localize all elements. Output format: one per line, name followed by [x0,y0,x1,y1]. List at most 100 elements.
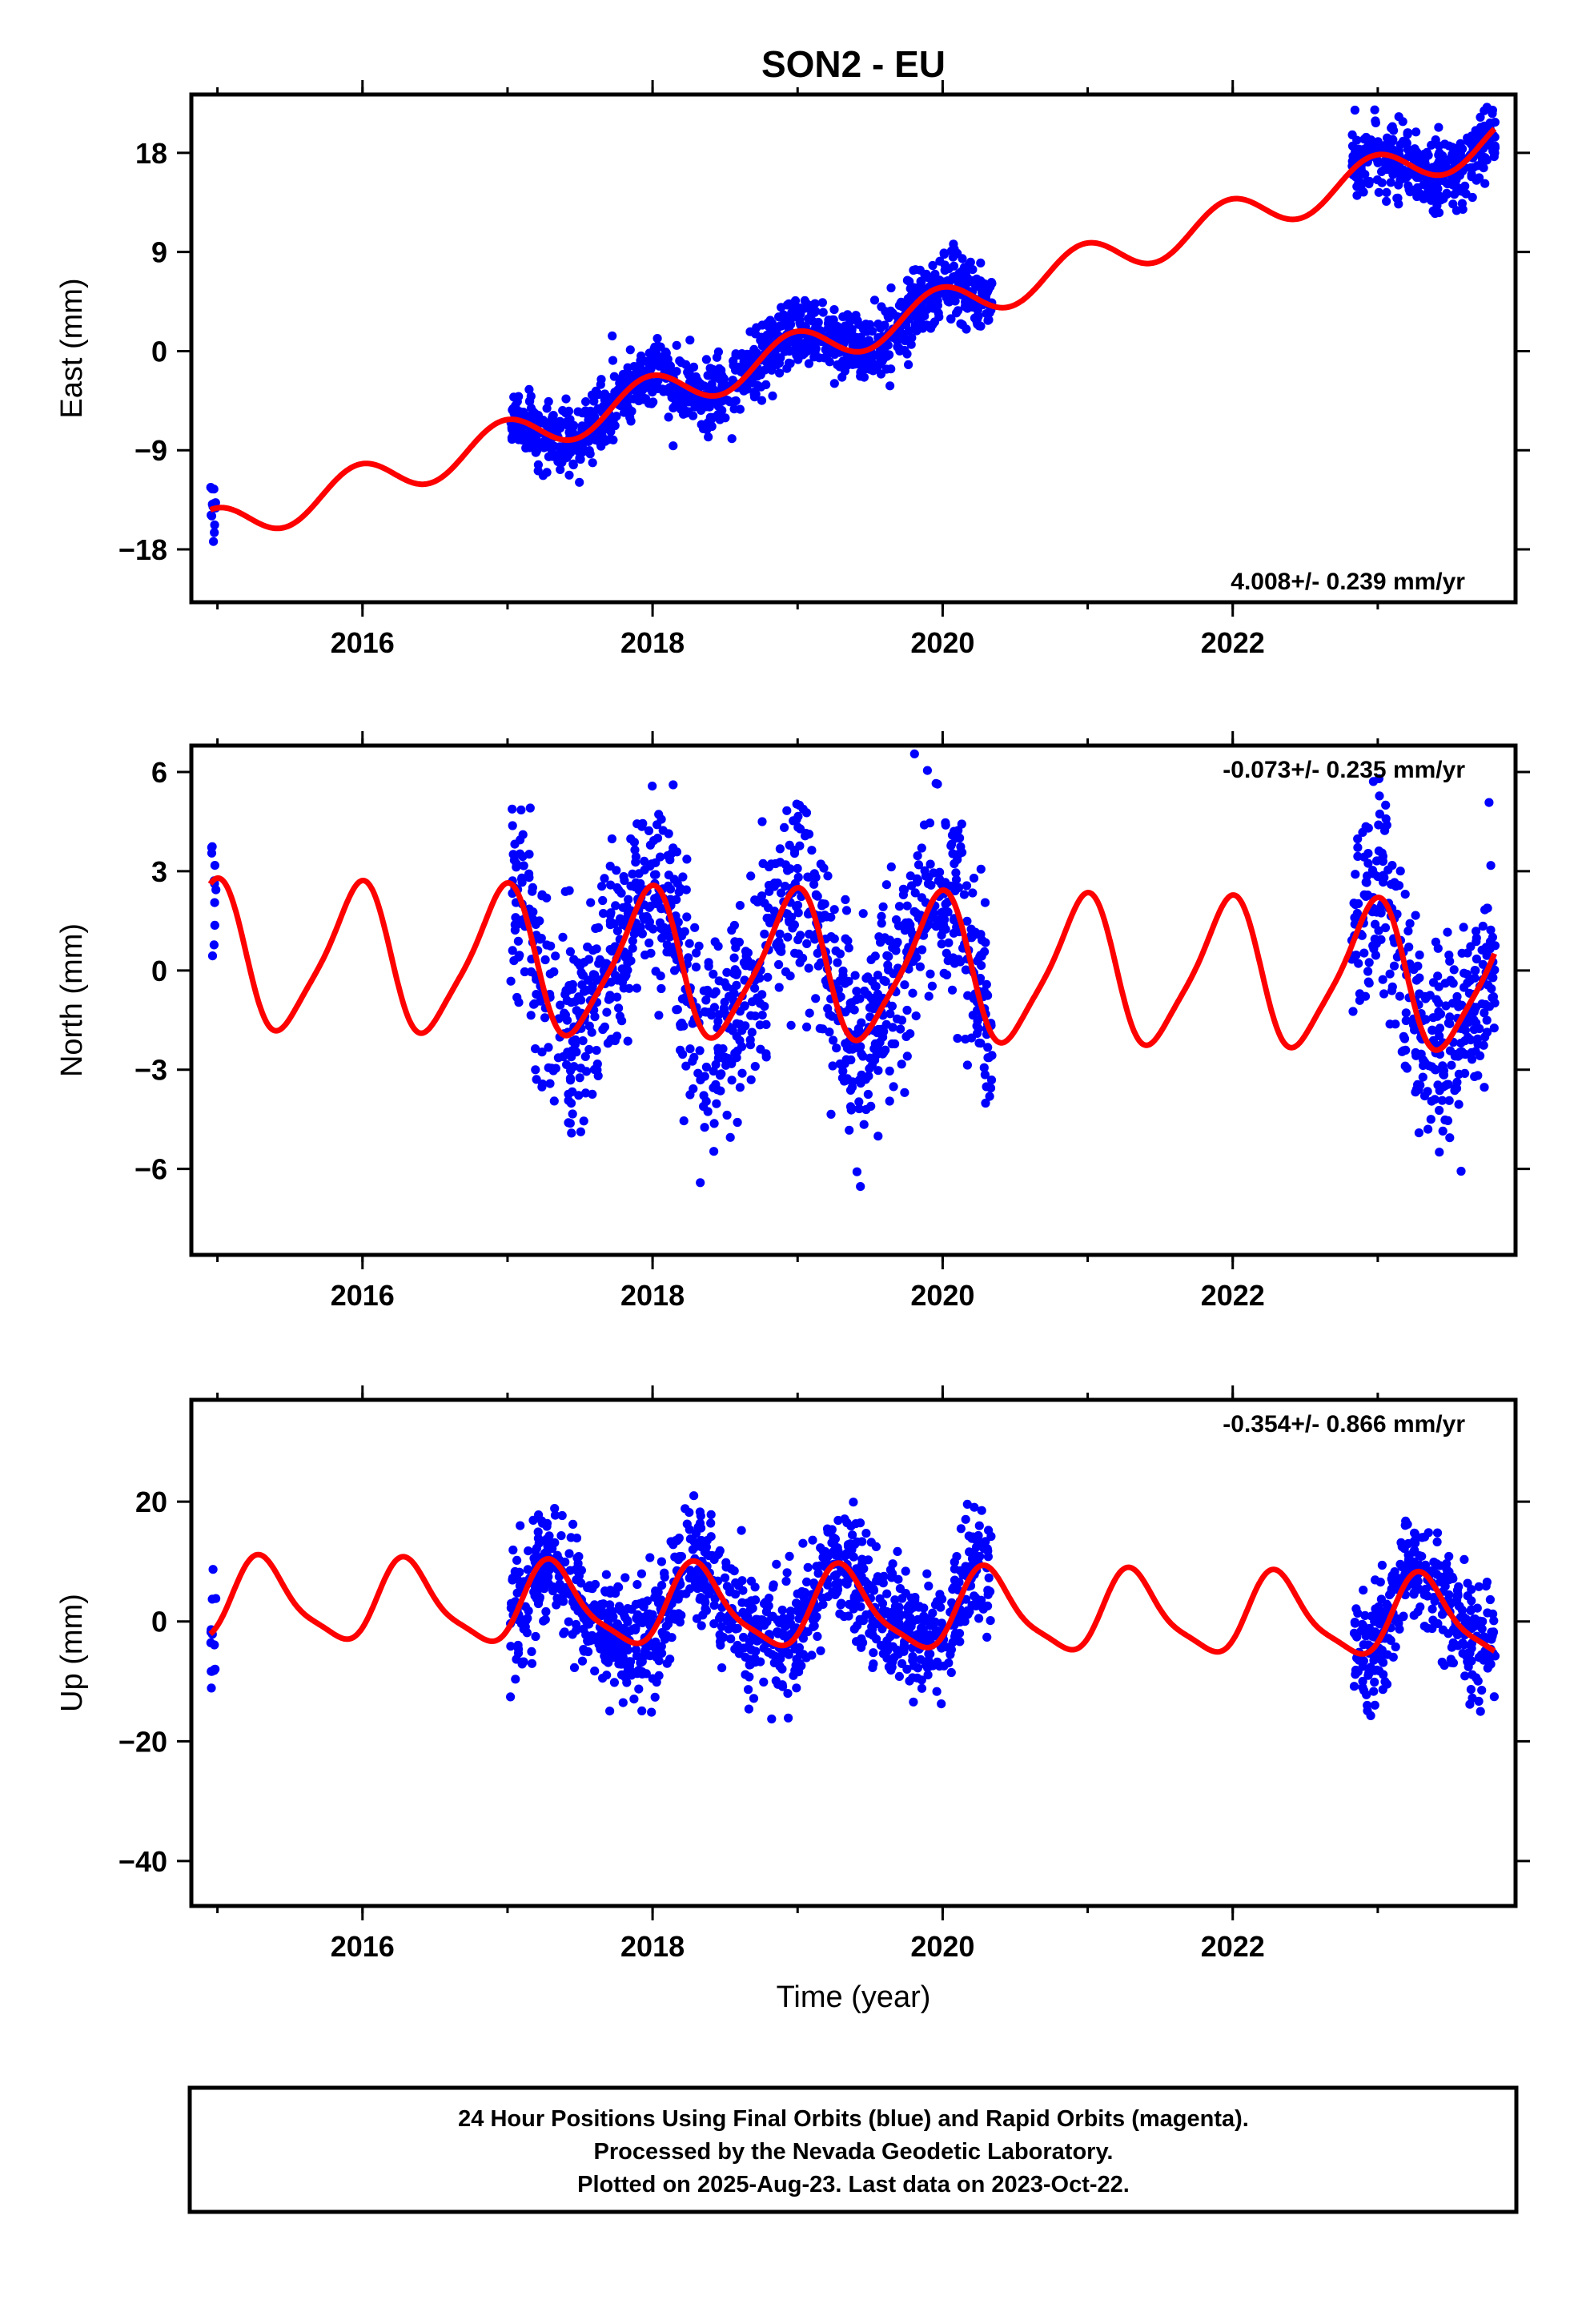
data-point [730,965,740,975]
data-point [842,1550,852,1559]
data-point [564,1549,574,1558]
data-point [865,1053,875,1063]
data-point [1433,1080,1443,1090]
data-point [962,1610,971,1620]
data-point [1372,1665,1382,1675]
data-point [798,953,808,963]
data-point [1378,975,1387,984]
data-point [793,908,803,918]
data-point [1395,175,1405,185]
data-point [508,946,517,955]
data-point [1380,923,1391,933]
data-point [1431,179,1441,189]
data-point [869,1648,878,1658]
data-point [688,1056,697,1066]
data-point [783,932,793,942]
data-point [544,1578,553,1588]
data-point [1351,1665,1361,1675]
y-tick-label: −9 [135,434,167,467]
data-point [600,1651,609,1661]
data-point [1480,1083,1489,1092]
data-point [693,1068,703,1078]
data-point [1454,1100,1464,1109]
data-point [797,1586,807,1597]
data-point [701,1542,712,1552]
data-point [835,362,845,372]
data-point [722,967,732,977]
data-point [568,1087,577,1096]
data-point [1434,998,1443,1007]
data-point [830,331,841,340]
data-point [554,1572,564,1582]
data-point [626,881,636,891]
data-point [1411,1562,1422,1571]
data-point [638,1613,648,1622]
data-point [973,1028,982,1038]
data-point [1483,903,1492,913]
data-point [1469,131,1479,141]
data-point [939,248,949,258]
data-point [579,971,588,980]
data-point [540,955,550,965]
data-point [1353,842,1363,852]
data-point [835,1609,845,1618]
data-point [1412,191,1422,202]
data-point [512,1574,522,1583]
data-point [894,300,904,310]
data-point [706,1518,716,1528]
data-point [805,929,814,939]
data-point [559,1629,568,1638]
data-point [531,1583,540,1593]
data-point [917,843,926,853]
data-point [564,406,574,416]
data-point [572,1006,581,1015]
data-point [590,1012,600,1022]
data-point [749,1694,759,1703]
data-point [796,931,805,940]
data-point [654,1656,664,1666]
data-point [757,396,767,405]
data-point [524,1546,533,1556]
data-point [850,1539,860,1549]
data-point [760,899,769,908]
data-point [623,1036,632,1046]
data-point [644,363,654,373]
data-point [752,323,761,332]
data-point [639,912,648,922]
data-point [647,1707,656,1717]
data-point [762,1602,773,1612]
data-point [865,1063,874,1073]
data-point [984,1053,994,1063]
data-point [1472,1616,1482,1626]
data-point [1472,1018,1481,1028]
data-point [775,368,785,378]
data-point [877,302,886,312]
data-point [849,1005,859,1015]
data-point [984,1573,994,1582]
data-point [765,316,775,325]
data-point [1489,152,1499,162]
data-point [1433,971,1443,981]
data-point [976,258,986,267]
data-point [746,871,756,881]
data-point [717,1663,727,1673]
data-point [701,1606,712,1615]
data-point [831,321,841,331]
data-point [514,998,524,1007]
data-point [1376,935,1386,944]
data-point [1484,1002,1495,1011]
data-point [644,399,654,408]
data-point [789,299,799,308]
data-point [1460,1671,1470,1681]
data-point [865,1003,875,1012]
data-point [640,865,649,875]
data-point [922,766,932,775]
data-point [884,951,893,961]
data-point [1414,1128,1423,1138]
data-point [726,1634,736,1644]
data-point [793,1657,803,1667]
data-point [935,256,945,266]
data-point [815,1023,825,1033]
